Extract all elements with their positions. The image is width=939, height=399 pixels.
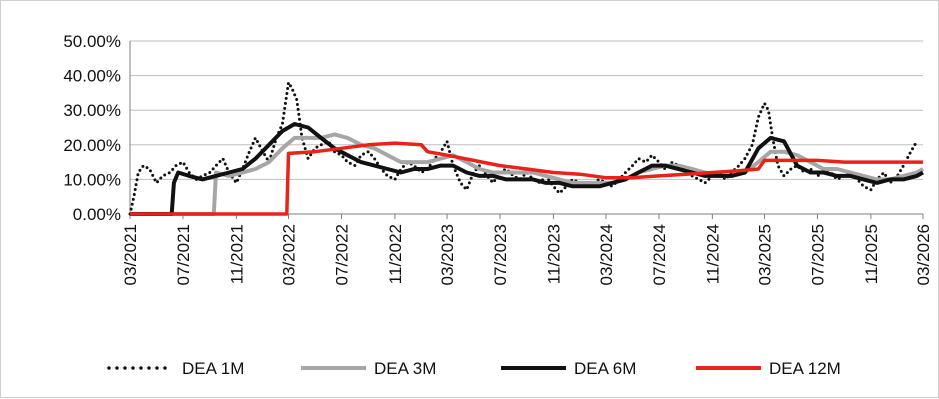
x-tick-label: 07/2022 [332,224,351,285]
series-line-dea-12m [130,141,923,216]
x-tick-label: 03/2021 [121,224,140,285]
y-tick-label: 30.00% [63,101,121,120]
x-tick-label: 03/2026 [914,224,933,285]
x-tick-label: 11/2023 [544,224,563,284]
x-tick-label: 03/2024 [597,224,616,285]
x-tick-label: 03/2023 [438,224,457,285]
series-line-dea-1m [128,81,919,216]
x-tick-label: 11/2022 [386,224,405,284]
x-tick-label: 07/2023 [491,224,510,285]
gridlines [129,40,923,215]
x-axis: 03/2021 07/2021 11/2021 03/2022 07/2022 11/20… [121,214,933,285]
y-tick-label: 40.00% [63,67,121,86]
x-tick-label: 03/2022 [280,224,299,285]
x-tick-label: 07/2025 [808,224,827,285]
y-axis: 0.00% 10.00% 20.00% 30.00% 40.00% 50.00% [63,32,121,224]
y-tick-label: 0.00% [73,205,121,224]
y-tick-label: 50.00% [63,32,121,51]
x-tick-label: 07/2024 [650,224,669,285]
y-tick-label: 10.00% [63,170,121,189]
series-line-dea-6m [130,122,924,216]
x-tick-label: 03/2025 [755,224,774,285]
x-tick-label: 07/2021 [174,224,193,285]
legend-label: DEA 1M [182,359,244,378]
x-tick-label: 11/2021 [227,224,246,284]
series-line-dea-3m [130,132,924,216]
series-group [128,81,924,216]
legend-label: DEA 12M [769,359,841,378]
y-tick-label: 20.00% [63,136,121,155]
x-tick-label: 11/2024 [703,224,722,284]
legend-label: DEA 3M [374,359,436,378]
legend: DEA 1M DEA 3M DEA 6M DEA 12M [107,359,841,378]
legend-label: DEA 6M [574,359,636,378]
x-tick-label: 11/2025 [862,224,881,284]
